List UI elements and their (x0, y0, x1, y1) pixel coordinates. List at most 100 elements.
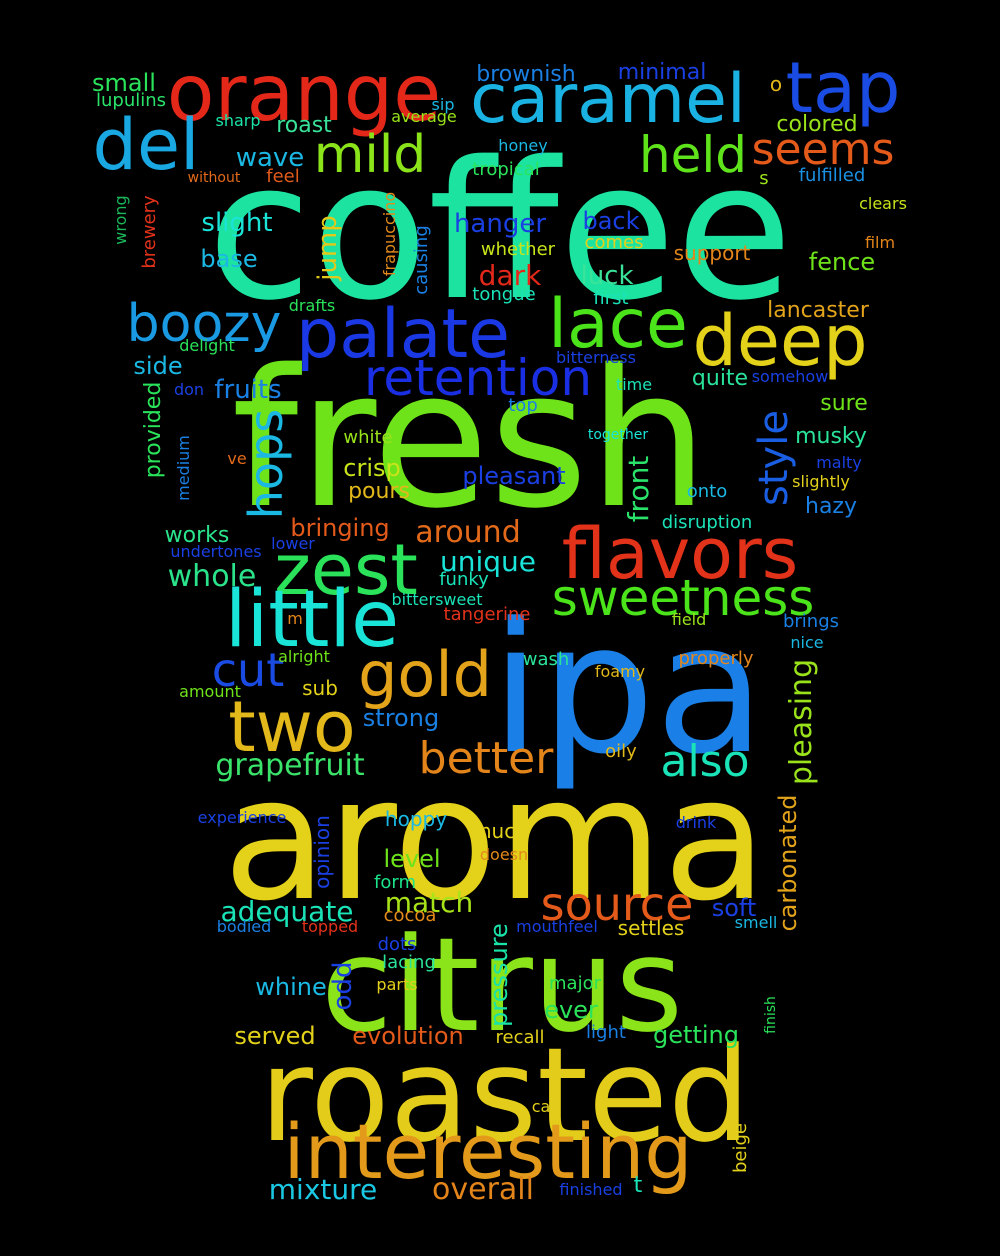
word-opinion: opinion (310, 815, 334, 889)
word-foamy: foamy (594, 662, 646, 681)
word-field: field (671, 610, 707, 629)
word-quite: quite (691, 366, 749, 391)
word-lace: lace (548, 285, 688, 364)
word-brownish: brownish (476, 62, 576, 87)
word-disruption: disruption (661, 512, 753, 533)
word-roast: roast (276, 113, 332, 138)
word-held: held (638, 126, 748, 184)
word-better: better (418, 733, 554, 784)
word-two: two (228, 686, 356, 768)
word-ve: ve (227, 449, 247, 468)
word-comes: comes (584, 232, 644, 253)
word-bodied: bodied (216, 917, 272, 936)
word-bittersweet: bittersweet (391, 590, 483, 609)
word-white: white (343, 427, 393, 448)
word-around: around (415, 515, 521, 550)
word-small: small (92, 69, 156, 97)
word-tropical: tropical (472, 159, 540, 180)
word-mild: mild (313, 125, 427, 185)
word-crisp: crisp (343, 454, 401, 482)
word-causing: causing (411, 225, 432, 295)
word-orange: orange (166, 49, 442, 139)
word-bitterness: bitterness (556, 348, 636, 367)
word-seems: seems (751, 124, 895, 175)
word-drink: drink (675, 813, 717, 832)
word-medium: medium (174, 435, 193, 501)
word-slightly: slightly (792, 472, 850, 491)
word-don: don (173, 380, 205, 399)
word-smell: smell (734, 913, 778, 932)
word-fruits: fruits (214, 375, 282, 405)
word-boozy: boozy (126, 294, 282, 354)
word-malty: malty (816, 453, 862, 472)
word-amount: amount (179, 682, 241, 701)
word-fulfilled: fulfilled (798, 165, 866, 186)
word-cut: cut (211, 643, 285, 697)
word-time: time (615, 375, 653, 394)
word-beige: beige (730, 1122, 751, 1174)
word-doesn: doesn (479, 845, 529, 864)
word-flavors: flavors (561, 513, 799, 595)
word-parts: parts (376, 975, 418, 994)
word-retention: retention (363, 349, 593, 407)
word-alright: alright (278, 647, 330, 666)
word-works: works (164, 523, 230, 548)
word-pleasant: pleasant (462, 462, 566, 490)
word-drafts: drafts (288, 296, 336, 315)
word-front: front (622, 455, 655, 523)
word-oily: oily (605, 741, 637, 762)
word-clears: clears (859, 194, 907, 213)
word-level: level (383, 845, 441, 873)
word-whole: whole (167, 559, 257, 594)
word-together: together (587, 427, 649, 443)
word-delight: delight (179, 336, 235, 355)
word-feel: feel (266, 166, 300, 187)
word-strong: strong (362, 704, 440, 732)
word-grapefruit: grapefruit (215, 748, 365, 783)
word-hazy: hazy (805, 494, 857, 519)
word-minimal: minimal (617, 60, 707, 85)
word-lupulins: lupulins (95, 90, 167, 111)
word-undertones: undertones (170, 542, 262, 561)
word-tongue: tongue (472, 284, 536, 305)
word-tangerine: tangerine (443, 604, 531, 625)
word-dark: dark (478, 259, 542, 292)
word-pours: pours (348, 479, 410, 504)
word-first: first (593, 288, 629, 309)
word-finish: finish (763, 996, 779, 1034)
word-coffee: coffee (207, 121, 793, 342)
word-odd: odd (328, 961, 358, 1011)
word-onto: onto (686, 481, 728, 502)
word-fresh: fresh (231, 329, 709, 550)
word-also: also (660, 736, 750, 787)
word-luck: luck (580, 261, 634, 291)
word-match: match (384, 886, 474, 919)
word-palate: palate (296, 295, 510, 374)
word-ever: ever (544, 996, 598, 1024)
word-experience: experience (197, 808, 287, 827)
word-interesting: interesting (283, 1107, 693, 1196)
word-citrus: citrus (320, 909, 684, 1061)
word-zest: zest (274, 529, 418, 611)
word-roasted: roasted (259, 1019, 751, 1171)
word-hoppy: hoppy (384, 807, 448, 831)
word-wash: wash (522, 649, 570, 670)
word-back: back (582, 207, 640, 235)
word-m: m (287, 609, 303, 628)
word-finished: finished (559, 1180, 623, 1199)
word-hops: hops (239, 408, 293, 520)
word-brewery: brewery (139, 195, 160, 269)
word-musky: musky (795, 424, 867, 449)
word-sharp: sharp (215, 111, 261, 130)
word-served: served (234, 1022, 316, 1050)
word-sub: sub (302, 676, 338, 700)
word-recall: recall (495, 1027, 545, 1048)
word-soft: soft (711, 894, 757, 922)
word-fence: fence (808, 248, 876, 276)
word-sure: sure (820, 391, 868, 416)
word-mouthfeel: mouthfeel (516, 917, 598, 936)
word-settles: settles (617, 916, 685, 940)
word-deep: deep (692, 300, 868, 382)
word-pleasing: pleasing (784, 658, 819, 786)
